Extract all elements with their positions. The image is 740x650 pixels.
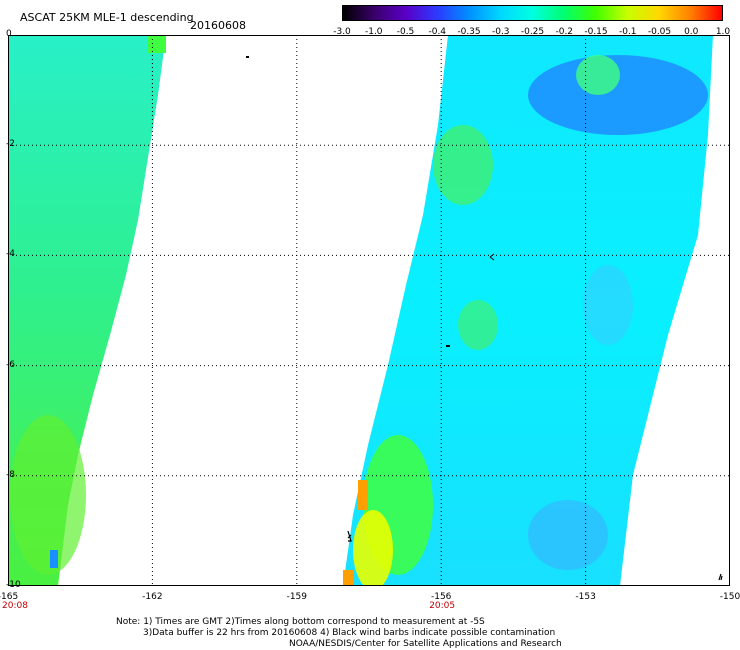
x-tick-label: -165: [0, 592, 19, 602]
wind-barb: [246, 56, 249, 58]
x-tick-label: -150: [719, 592, 740, 602]
time-label: 20:05: [429, 601, 456, 611]
wind-barb: [489, 253, 495, 261]
colorbar-tick-label: -0.15: [584, 27, 608, 37]
time-label: 20:08: [2, 601, 28, 611]
note-line-2: 3)Data buffer is 22 hrs from 20160608 4)…: [143, 628, 556, 638]
high-value-patch: [10, 415, 86, 575]
y-tick-label: -6: [6, 359, 15, 370]
colorbar-tick-label: -1.0: [364, 27, 383, 37]
note-line-1: Note: 1) Times are GMT 2)Times along bot…: [116, 617, 485, 627]
colorbar-tick-label: -0.3: [491, 27, 510, 37]
high-value-patch: [458, 300, 498, 350]
y-tick-label: -4: [6, 249, 15, 260]
y-tick-label: -10: [6, 580, 21, 590]
wind-barb: [347, 530, 352, 542]
low-value-patch: [50, 550, 58, 568]
colorbar: [342, 5, 723, 21]
colorbar-tick-label: -0.4: [428, 27, 447, 37]
colorbar-tick-label: -0.2: [555, 27, 574, 37]
wind-barb: [718, 573, 723, 581]
colorbar-tick-label: 1.0: [715, 27, 731, 37]
map-plot: [8, 35, 730, 586]
y-tick-label: -2: [6, 139, 15, 150]
map-svg: [8, 35, 730, 586]
plot-frame: [8, 35, 730, 586]
colorbar-tick-label: -3.0: [333, 27, 351, 37]
grid: [8, 35, 730, 586]
high-value-patch: [358, 480, 368, 510]
low-value-patch: [528, 500, 608, 570]
x-tick-label: -156: [430, 592, 452, 602]
title: ASCAT 25KM MLE-1 descending: [20, 11, 194, 24]
x-tick-label: -159: [286, 592, 308, 602]
low-value-patch: [583, 265, 633, 345]
colorbar-tick-label: -0.05: [647, 27, 672, 37]
date-label: 20160608: [190, 19, 246, 32]
low-value-patch: [528, 55, 708, 135]
colorbar-tick-label: -0.35: [457, 27, 481, 37]
wind-barb: [446, 345, 450, 347]
note-line-3: NOAA/NESDIS/Center for Satellite Applica…: [289, 639, 562, 649]
colorbar-tick-label: -0.25: [520, 27, 545, 37]
high-value-patch: [343, 570, 353, 586]
high-value-patch: [353, 510, 393, 586]
x-tick-label: -162: [142, 592, 163, 602]
colorbar-tick-label: 0.0: [684, 27, 699, 37]
colorbar-tick-label: -0.1: [618, 27, 637, 37]
high-value-patch: [148, 35, 166, 53]
low-value-patch: [576, 55, 620, 95]
colorbar-tick-label: -0.5: [396, 27, 415, 37]
y-tick-label: 0: [6, 29, 12, 39]
x-tick-label: -153: [575, 592, 596, 602]
y-tick-label: -8: [6, 469, 15, 480]
high-value-patch: [433, 125, 493, 205]
